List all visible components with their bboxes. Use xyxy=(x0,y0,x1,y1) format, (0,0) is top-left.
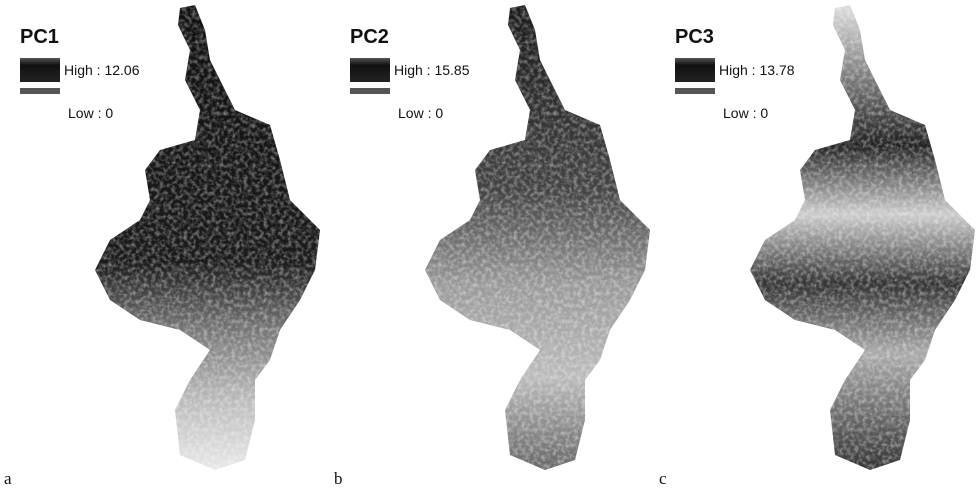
legend-swatch-high xyxy=(20,58,60,82)
legend-high: High : 15.85 xyxy=(394,62,470,78)
legend-high: High : 12.06 xyxy=(64,62,140,78)
legend-swatch-mid xyxy=(350,88,390,94)
legend-swatch-high xyxy=(675,58,715,82)
panel-title: PC3 xyxy=(675,26,714,48)
legend-high: High : 13.78 xyxy=(719,62,795,78)
panel-letter: a xyxy=(4,469,12,488)
legend-low: Low : 0 xyxy=(68,105,113,121)
panel-title: PC1 xyxy=(20,26,59,48)
legend-swatch-mid xyxy=(20,88,60,94)
panel-title: PC2 xyxy=(350,26,389,48)
legend-low: Low : 0 xyxy=(723,105,768,121)
panel-letter: c xyxy=(659,469,667,488)
legend-swatch-mid xyxy=(675,88,715,94)
map-panel: PC2 High : 15.85 Low : 0 b xyxy=(334,5,650,488)
legend-swatch-high xyxy=(350,58,390,82)
panel-letter: b xyxy=(334,469,343,488)
map-panel: PC3 High : 13.78 Low : 0 c xyxy=(659,5,975,488)
legend-low: Low : 0 xyxy=(398,105,443,121)
map-panel: PC1 High : 12.06 Low : 0 a xyxy=(4,5,320,488)
